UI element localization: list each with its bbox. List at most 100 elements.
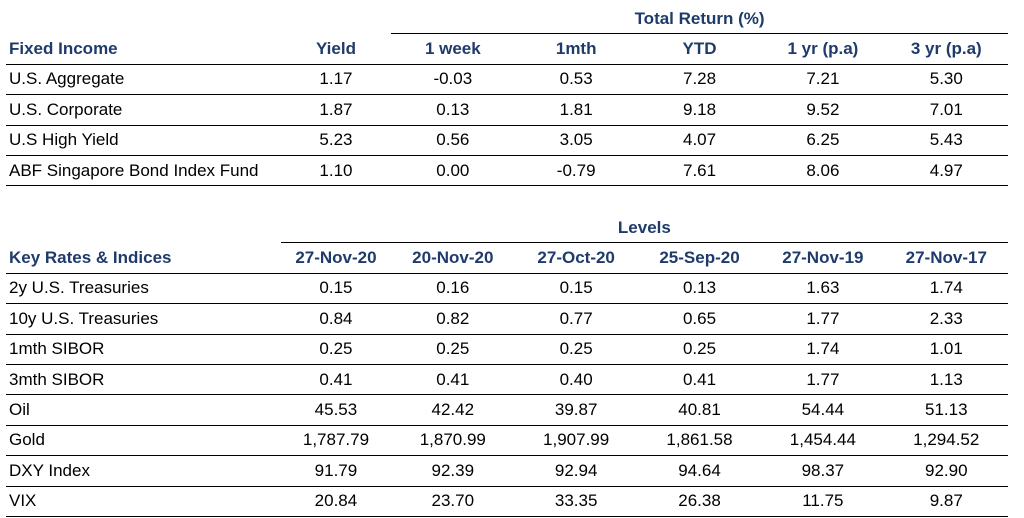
table-cell: 0.25 [391,334,515,365]
row-label: 2y U.S. Treasuries [6,273,281,305]
table-cell: -0.79 [514,155,638,187]
table-cell: 0.15 [514,273,638,305]
col-header-3yr: 3 yr (p.a) [884,33,1008,65]
table-cell: 0.56 [391,125,515,156]
table-cell: 1,907.99 [514,425,638,457]
row-label: VIX [6,486,281,517]
table-cell: -0.03 [391,64,515,96]
table-cell: 5.30 [884,64,1008,96]
table-cell: 7.21 [761,64,885,96]
col-header-1-week: 1 week [391,33,515,65]
key-rates-group-header-row: Levels [6,213,1008,244]
table-cell: 1,861.58 [637,425,762,457]
table-cell: 0.53 [514,64,638,96]
col-header-yield: Yield [280,33,392,65]
row-label: Oil [6,394,281,426]
table-cell: 8.06 [761,155,885,187]
table-cell: 9.18 [637,94,762,126]
table-cell: 0.15 [280,273,392,305]
table-cell: 1,454.44 [761,425,885,457]
table-cell: 26.38 [637,486,762,517]
col-header-key-rates: Key Rates & Indices [6,242,281,274]
table-cell: 1.77 [761,364,885,396]
table-row: U.S. Corporate 1.87 0.13 1.81 9.18 9.52 7.01 [6,94,1008,126]
table-cell: 92.94 [514,455,638,487]
table-cell: 1.77 [761,303,885,335]
table-cell: 51.13 [884,394,1008,426]
table-row: Gold 1,787.79 1,870.99 1,907.99 1,861.58 1,45… [6,425,1008,457]
table-cell: 54.44 [761,394,885,426]
table-cell: 2.33 [884,303,1008,335]
row-label: DXY Index [6,455,281,487]
key-rates-header-row: Key Rates & Indices 27-Nov-20 20-Nov-20 … [6,242,1008,274]
table-cell: 4.07 [637,125,762,156]
blank-cell [6,213,281,243]
col-header-ytd: YTD [637,33,762,65]
table-row: VIX 20.84 23.70 33.35 26.38 11.75 9.87 [6,486,1008,517]
col-header-1mth: 1mth [514,33,638,65]
table-cell: 45.53 [280,394,392,426]
table-row: 10y U.S. Treasuries 0.84 0.82 0.77 0.65 1.77 2… [6,303,1008,335]
table-cell: 1.13 [884,364,1008,396]
table-cell: 9.87 [884,486,1008,517]
table-cell: 1.81 [514,94,638,126]
row-label: ABF Singapore Bond Index Fund [6,155,281,187]
table-cell: 1.74 [884,273,1008,305]
table-cell: 5.43 [884,125,1008,156]
table-cell: 42.42 [391,394,515,426]
table-cell: 7.61 [637,155,762,187]
table-cell: 1.10 [280,155,392,187]
table-cell: 91.79 [280,455,392,487]
table-cell: 9.52 [761,94,885,126]
table-cell: 33.35 [514,486,638,517]
table-row: 1mth SIBOR 0.25 0.25 0.25 0.25 1.74 1.01 [6,334,1008,365]
blank-cell [6,4,391,34]
table-cell: 6.25 [761,125,885,156]
row-label: U.S. Corporate [6,94,281,126]
col-header-date: 20-Nov-20 [391,242,515,274]
table-cell: 98.37 [761,455,885,487]
table-cell: 20.84 [280,486,392,517]
table-cell: 0.84 [280,303,392,335]
key-rates-table: Levels Key Rates & Indices 27-Nov-20 20-… [6,213,1008,517]
table-cell: 0.13 [637,273,762,305]
table-cell: 7.01 [884,94,1008,126]
table-row: DXY Index 91.79 92.39 92.94 94.64 98.37 92.90 [6,455,1008,487]
table-cell: 0.41 [637,364,762,396]
table-cell: 1,294.52 [884,425,1008,457]
table-cell: 1.17 [280,64,392,96]
row-label: Gold [6,425,281,457]
table-cell: 1.87 [280,94,392,126]
table-cell: 4.97 [884,155,1008,187]
table-cell: 0.00 [391,155,515,187]
row-label: 3mth SIBOR [6,364,281,396]
row-label: U.S. Aggregate [6,64,281,96]
table-cell: 11.75 [761,486,885,517]
table-cell: 0.77 [514,303,638,335]
fixed-income-group-header-row: Total Return (%) [6,4,1008,35]
table-cell: 5.23 [280,125,392,156]
table-row: U.S. Aggregate 1.17 -0.03 0.53 7.28 7.21 5.30 [6,64,1008,96]
table-cell: 1.01 [884,334,1008,365]
col-header-date: 27-Oct-20 [514,242,638,274]
table-row: 3mth SIBOR 0.41 0.41 0.40 0.41 1.77 1.13 [6,364,1008,396]
table-cell: 0.25 [280,334,392,365]
table-row: 2y U.S. Treasuries 0.15 0.16 0.15 0.13 1.63 1.… [6,273,1008,305]
table-row: Oil 45.53 42.42 39.87 40.81 54.44 51.13 [6,394,1008,426]
table-cell: 0.82 [391,303,515,335]
table-cell: 0.41 [391,364,515,396]
table-cell: 40.81 [637,394,762,426]
table-cell: 1.63 [761,273,885,305]
total-return-group-header: Total Return (%) [391,4,1008,35]
table-cell: 1,787.79 [280,425,392,457]
table-row: U.S High Yield 5.23 0.56 3.05 4.07 6.25 5.43 [6,125,1008,156]
table-cell: 3.05 [514,125,638,156]
col-header-date: 27-Nov-17 [884,242,1008,274]
key-rates-rows: 2y U.S. Treasuries 0.15 0.16 0.15 0.13 1.63 1.… [6,273,1008,517]
table-cell: 0.13 [391,94,515,126]
table-cell: 94.64 [637,455,762,487]
col-header-1yr: 1 yr (p.a) [761,33,885,65]
row-label: 10y U.S. Treasuries [6,303,281,335]
table-cell: 1,870.99 [391,425,515,457]
table-cell: 92.39 [391,455,515,487]
